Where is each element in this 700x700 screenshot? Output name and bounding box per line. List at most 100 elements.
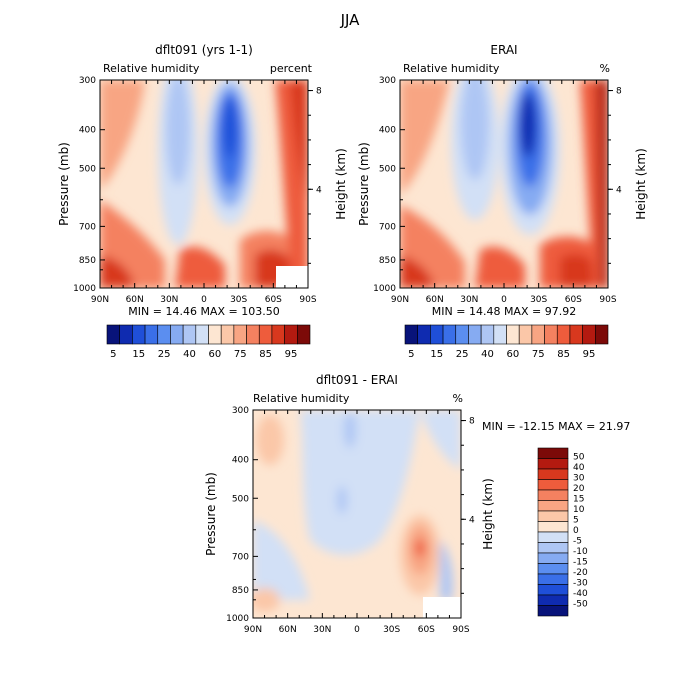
y-axis-label: Pressure (mb) [204,472,218,556]
colorbar-swatch [442,324,457,345]
colorbar-label: -40 [573,589,588,599]
panel-model: dflt091 (yrs 1-1) Relative humidity perc… [57,43,348,360]
x-tick-label: 30N [460,295,478,305]
colorbar-label: 75 [532,349,545,360]
y-tick-label: 700 [379,222,396,232]
y-tick-label: 400 [379,126,396,136]
y-tick-label: 500 [232,494,249,504]
heatmap-field [400,80,608,288]
colorbar-label: 10 [573,505,585,515]
x-tick-label: 60N [279,625,297,635]
colorbar-label: -10 [573,547,588,557]
colorbar-swatch [195,324,209,345]
colorbar-swatch [537,521,569,533]
colorbar-label: -15 [573,558,588,568]
x-tick-label: 30S [530,295,547,305]
colorbar-swatch [144,324,159,345]
x-tick-label: 90N [391,295,409,305]
y-tick-label: 700 [232,552,249,562]
y-tick-label: 1000 [226,614,249,624]
x-tick-label: 60N [426,295,444,305]
y-axis-label-right: Height (km) [334,148,348,219]
colorbar-label: 15 [132,349,145,360]
colorbar-swatch [537,584,569,596]
y-tick-label: 1000 [373,284,396,294]
y-right-tick-label: 8 [469,417,475,427]
x-tick-label: 60N [126,295,144,305]
y-right-tick-label: 8 [316,87,322,97]
x-tick-label: 0 [201,295,207,305]
colorbar-swatch [208,324,222,345]
colorbar-swatch [537,563,569,575]
colorbar-swatch [537,468,569,480]
colorbar-swatch [582,324,596,345]
colorbar-swatch [119,324,133,345]
colorbar-label: 15 [430,349,443,360]
colorbar-swatch [106,324,120,345]
colorbar-swatch [537,458,569,470]
y-tick-label: 300 [232,406,249,416]
y-axis-label-right: Height (km) [634,148,648,219]
colorbar: 5 15 25 40 60 75 85 95 [404,324,609,360]
colorbar-swatch [537,594,569,606]
colorbar-swatch [233,324,247,345]
x-tick-label: 60S [265,295,282,305]
colorbar-swatch [537,479,569,491]
y-right-tick-label: 4 [469,515,475,525]
y-axis-label: Pressure (mb) [57,142,71,226]
stats-text: MIN = 14.48 MAX = 97.92 [432,305,576,318]
colorbar-label: 75 [234,349,247,360]
x-tick-label: 0 [354,625,360,635]
colorbar-swatch [556,324,571,345]
colorbar-swatch [506,324,520,345]
x-tick-label: 0 [501,295,507,305]
colorbar-swatch [569,324,583,345]
x-tick-label: 90N [244,625,262,635]
colorbar-label: 85 [557,349,570,360]
colorbar-label: 95 [285,349,298,360]
colorbar-swatch [284,324,298,345]
colorbar-label: -30 [573,579,588,589]
panel-erai: ERAI Relative humidity % [357,43,648,360]
colorbar-label: 95 [583,349,596,360]
y-tick-label: 850 [79,256,96,266]
y-tick-label: 850 [232,586,249,596]
colorbar-swatch [170,324,184,345]
x-tick-label: 90S [299,295,316,305]
colorbar-label: 20 [573,484,585,494]
colorbar-label: 50 [573,453,585,463]
colorbar-swatch [468,324,482,345]
y-right-tick-label: 4 [616,185,622,195]
colorbar-swatch [537,531,569,543]
panel-title: ERAI [490,43,517,57]
colorbar-label: 15 [573,495,584,505]
panel-units: % [600,62,610,75]
x-tick-label: 30S [383,625,400,635]
y-right-tick-label: 4 [316,185,322,195]
colorbar-label: 85 [259,349,272,360]
panel-units: percent [270,62,313,75]
y-tick-label: 300 [79,76,96,86]
colorbar-label: 30 [573,474,585,484]
colorbar-label: 5 [408,349,414,360]
colorbar-swatch [531,324,545,345]
colorbar-swatch [246,324,260,345]
colorbar-swatch [480,324,495,345]
colorbar-swatch [220,324,235,345]
y-right-tick-label: 8 [616,87,622,97]
colorbar-label: 5 [110,349,116,360]
y-tick-label: 400 [79,126,96,136]
colorbar-label: 40 [183,349,196,360]
colorbar-swatch [271,324,285,345]
stats-text: MIN = 14.46 MAX = 103.50 [128,305,279,318]
panel-title: dflt091 (yrs 1-1) [155,43,253,57]
y-tick-label: 500 [79,164,96,174]
colorbar-swatch [537,552,569,564]
colorbar-swatch [544,324,558,345]
x-tick-label: 90N [91,295,109,305]
colorbar-swatch [537,510,569,522]
colorbar-swatch [537,573,569,585]
colorbar-label: 60 [208,349,221,360]
